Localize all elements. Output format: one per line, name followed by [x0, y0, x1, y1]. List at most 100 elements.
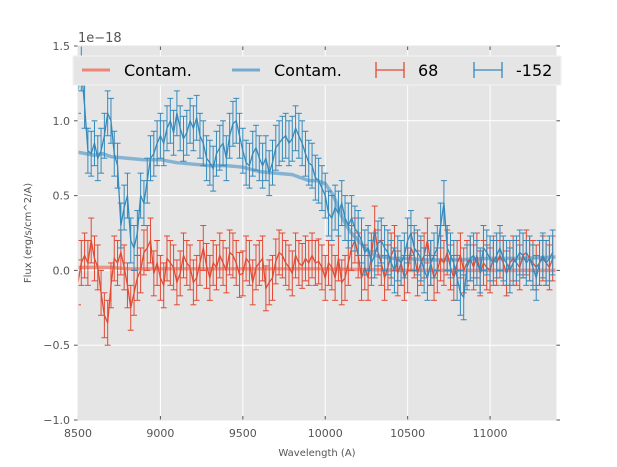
data-point — [103, 135, 105, 137]
x-axis-label: Wavelength (A) — [278, 448, 355, 459]
data-point — [331, 217, 333, 219]
data-point — [321, 187, 323, 189]
series-3 — [78, 46, 556, 321]
data-point — [189, 120, 191, 122]
data-point — [199, 135, 201, 137]
data-point — [205, 157, 208, 159]
data-point — [459, 292, 461, 294]
data-point — [212, 168, 214, 170]
data-point — [294, 254, 297, 257]
data-point — [255, 266, 257, 269]
data-point — [440, 224, 442, 227]
data-point — [407, 239, 409, 242]
data-point — [469, 257, 471, 260]
data-point — [354, 227, 356, 230]
data-point — [97, 157, 99, 159]
data-point — [337, 212, 340, 215]
data-point — [126, 284, 129, 286]
data-point — [153, 272, 155, 274]
data-point — [225, 269, 227, 271]
data-point — [311, 254, 313, 257]
data-point — [304, 257, 307, 260]
data-point — [235, 262, 237, 264]
data-point — [449, 254, 452, 257]
legend-label: 68 — [418, 61, 438, 80]
data-point — [443, 262, 445, 264]
x-tick-label: 9000 — [146, 427, 174, 440]
data-point — [186, 132, 188, 134]
data-point — [163, 142, 165, 144]
data-point — [268, 281, 270, 283]
data-point — [93, 142, 96, 144]
data-point — [383, 247, 386, 249]
data-point — [143, 251, 145, 254]
data-point — [242, 272, 244, 274]
data-point — [120, 224, 122, 227]
data-point — [186, 262, 188, 264]
data-point — [199, 262, 201, 264]
data-point — [271, 277, 274, 279]
data-point — [219, 147, 221, 149]
x-tick-label: 8500 — [64, 427, 92, 440]
data-point — [248, 262, 251, 264]
data-point — [341, 202, 343, 204]
series-layer — [78, 46, 556, 346]
data-point — [426, 277, 429, 279]
data-point — [176, 281, 178, 283]
data-point — [525, 262, 527, 264]
data-point — [364, 251, 366, 254]
data-point — [278, 142, 280, 144]
data-point — [133, 247, 135, 249]
data-point — [502, 257, 504, 260]
data-point — [505, 262, 508, 264]
data-point — [146, 247, 148, 249]
data-point — [169, 120, 171, 122]
data-point — [479, 269, 481, 271]
data-point — [196, 277, 198, 279]
data-point — [318, 260, 320, 263]
data-point — [222, 142, 224, 144]
x-tick-label: 11000 — [473, 427, 508, 440]
data-point — [133, 292, 135, 294]
axes: 8500 9000 9500 10000 10500 11000 −1.0 −0.5 0.0 0.… — [43, 40, 560, 440]
data-point — [410, 232, 412, 234]
legend-item: 68 — [375, 61, 438, 80]
data-point — [116, 262, 119, 264]
plot-frame — [77, 45, 557, 421]
data-point — [97, 266, 99, 269]
data-point — [416, 251, 419, 254]
data-point — [367, 247, 369, 249]
y-tick-label: −0.5 — [43, 339, 70, 352]
data-point — [522, 254, 524, 257]
legend-label: Contam. — [124, 61, 192, 80]
data-point — [321, 266, 323, 269]
data-point — [380, 239, 382, 242]
data-point — [130, 307, 132, 309]
data-point — [440, 257, 442, 260]
data-point — [222, 262, 224, 264]
data-point — [143, 202, 145, 204]
data-point — [271, 162, 274, 164]
data-point — [126, 195, 129, 197]
data-point — [93, 257, 96, 260]
data-point — [308, 262, 310, 264]
data-point — [308, 162, 310, 164]
x-tick-label: 10500 — [390, 427, 425, 440]
data-point — [327, 262, 330, 264]
data-point — [430, 262, 432, 264]
data-point — [159, 135, 162, 137]
data-point — [192, 127, 194, 129]
x-tick-label: 9500 — [229, 427, 257, 440]
data-point — [202, 247, 204, 249]
data-point — [156, 262, 158, 264]
legend-item: Contam. — [82, 61, 192, 80]
data-point — [189, 266, 191, 269]
data-point — [209, 277, 211, 279]
data-point — [324, 277, 326, 279]
y-tick-label: 1.5 — [53, 40, 71, 53]
data-point — [360, 239, 363, 242]
data-point — [268, 172, 270, 174]
data-point — [265, 287, 267, 289]
data-point — [288, 142, 290, 144]
data-point — [192, 281, 194, 283]
